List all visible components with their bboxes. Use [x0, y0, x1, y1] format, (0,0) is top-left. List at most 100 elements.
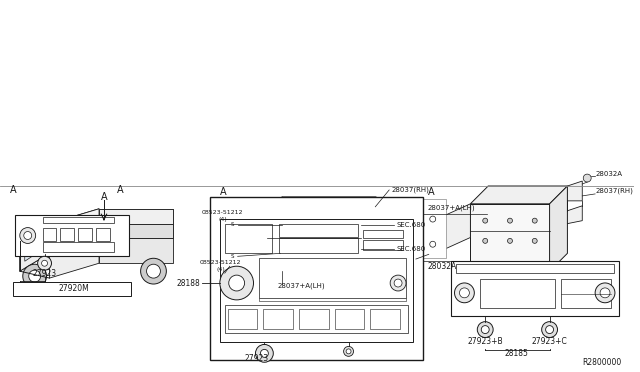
Polygon shape	[99, 209, 173, 224]
Bar	[60, 228, 74, 241]
Circle shape	[216, 282, 221, 286]
Bar	[43, 242, 114, 252]
Polygon shape	[423, 199, 445, 258]
Text: SEC.680: SEC.680	[396, 222, 426, 228]
Circle shape	[394, 279, 402, 287]
Bar	[270, 240, 358, 266]
Polygon shape	[362, 204, 383, 224]
Bar	[43, 228, 56, 241]
Bar	[77, 232, 85, 238]
Bar	[259, 298, 406, 301]
Bar	[225, 305, 408, 333]
Bar	[451, 261, 619, 316]
Bar	[456, 264, 614, 273]
Circle shape	[228, 220, 237, 230]
Circle shape	[600, 288, 610, 298]
Text: A: A	[428, 187, 435, 197]
Text: S: S	[231, 222, 234, 227]
Bar	[426, 219, 444, 256]
Polygon shape	[20, 224, 49, 271]
Circle shape	[24, 231, 32, 240]
Text: 08523-51212: 08523-51212	[200, 260, 241, 265]
Circle shape	[147, 264, 161, 278]
Circle shape	[42, 260, 47, 266]
Text: 28037(RH): 28037(RH)	[595, 188, 633, 194]
Polygon shape	[550, 186, 568, 271]
Bar	[279, 238, 358, 253]
Text: (4): (4)	[218, 217, 227, 222]
Circle shape	[412, 257, 419, 264]
Circle shape	[255, 344, 273, 362]
Bar	[364, 240, 403, 250]
Circle shape	[460, 288, 469, 298]
Text: 28037+A(LH): 28037+A(LH)	[277, 283, 325, 289]
Bar	[225, 224, 272, 253]
Bar	[561, 279, 611, 308]
Circle shape	[29, 270, 40, 282]
Circle shape	[483, 238, 488, 243]
Polygon shape	[99, 238, 173, 263]
Circle shape	[583, 174, 591, 182]
Text: 28032A: 28032A	[428, 262, 457, 271]
Bar	[279, 224, 358, 237]
Polygon shape	[99, 209, 173, 238]
Text: 28037(RH): 28037(RH)	[391, 187, 429, 193]
Text: 28185: 28185	[505, 349, 529, 358]
Circle shape	[275, 245, 284, 253]
Polygon shape	[268, 197, 376, 212]
Bar	[78, 228, 92, 241]
Bar	[220, 219, 413, 343]
Polygon shape	[362, 251, 383, 263]
Circle shape	[508, 218, 513, 223]
Circle shape	[541, 322, 557, 337]
Text: 27923+C: 27923+C	[532, 337, 568, 346]
Bar	[270, 215, 358, 235]
Text: (4): (4)	[216, 267, 225, 272]
Text: 27923+B: 27923+B	[467, 337, 503, 346]
Bar	[362, 212, 366, 263]
Text: S: S	[231, 254, 234, 259]
Bar	[13, 282, 131, 296]
Text: 27920M: 27920M	[58, 285, 89, 294]
Circle shape	[20, 228, 36, 243]
Polygon shape	[49, 209, 99, 253]
Polygon shape	[25, 231, 45, 261]
Text: 27923: 27923	[244, 354, 269, 363]
Circle shape	[454, 283, 474, 303]
Polygon shape	[568, 181, 582, 201]
Bar	[43, 217, 114, 222]
Circle shape	[483, 218, 488, 223]
Circle shape	[260, 349, 268, 357]
Circle shape	[228, 251, 237, 261]
Bar	[259, 258, 406, 298]
Circle shape	[390, 275, 406, 291]
Text: 28037+A(LH): 28037+A(LH)	[428, 204, 476, 211]
Bar	[470, 204, 550, 271]
Text: A: A	[10, 185, 17, 195]
Circle shape	[430, 216, 436, 222]
Circle shape	[346, 349, 351, 354]
Polygon shape	[20, 224, 49, 271]
Text: 08523-51212: 08523-51212	[202, 211, 244, 215]
Polygon shape	[49, 238, 99, 278]
Bar	[210, 197, 423, 360]
Text: A: A	[220, 187, 227, 197]
Circle shape	[141, 258, 166, 284]
Bar	[335, 309, 364, 328]
Bar	[364, 230, 403, 238]
Circle shape	[228, 275, 244, 291]
Bar	[480, 279, 554, 308]
Text: A: A	[117, 185, 124, 195]
Bar	[15, 215, 129, 256]
Bar	[264, 309, 293, 328]
Circle shape	[372, 252, 378, 258]
Text: 27923: 27923	[33, 269, 56, 278]
Circle shape	[220, 266, 253, 300]
Circle shape	[508, 238, 513, 243]
Circle shape	[38, 256, 51, 270]
Polygon shape	[568, 206, 582, 224]
Polygon shape	[51, 219, 79, 243]
Text: 28032A: 28032A	[595, 171, 622, 177]
Bar	[371, 309, 400, 328]
Circle shape	[275, 222, 284, 231]
